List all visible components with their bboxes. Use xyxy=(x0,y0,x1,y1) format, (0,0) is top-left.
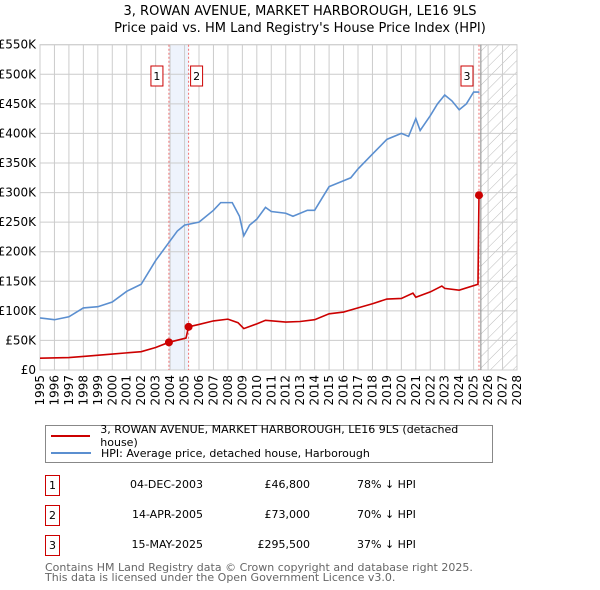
sale-point xyxy=(474,191,483,200)
transaction-row: 1 04-DEC-2003 £46,800 78% ↓ HPI xyxy=(45,475,465,496)
price: £295,500 xyxy=(257,538,311,551)
plot-area xyxy=(39,44,518,371)
legend-item-hpi: HPI: Average price, detached house, Harb… xyxy=(51,445,370,461)
x-tick-label: 2023 xyxy=(438,375,452,406)
legend-label: HPI: Average price, detached house, Harb… xyxy=(101,446,370,460)
x-tick-label: 2007 xyxy=(206,375,220,406)
x-tick-label: 2019 xyxy=(380,375,394,406)
x-tick-label: 2009 xyxy=(235,375,249,406)
hpi-diff: 70% ↓ HPI xyxy=(357,508,416,521)
x-tick-label: 2017 xyxy=(351,375,365,406)
x-tick-label: 2014 xyxy=(308,375,322,406)
date: 15-MAY-2025 xyxy=(131,538,203,551)
x-tick-label: 2025 xyxy=(467,375,481,406)
marker-badge-box xyxy=(460,65,474,87)
x-tick-label: 1998 xyxy=(76,375,90,406)
x-tick-label: 2020 xyxy=(394,375,408,406)
series-line xyxy=(39,91,480,321)
x-tick-label: 1996 xyxy=(47,375,61,406)
transaction-row: 3 15-MAY-2025 £295,500 37% ↓ HPI xyxy=(45,535,465,556)
x-tick-label: 2013 xyxy=(293,375,307,406)
footer-licence: This data is licensed under the Open Gov… xyxy=(45,571,396,584)
forecast-hatch xyxy=(480,44,517,370)
x-tick-label: 1997 xyxy=(62,375,76,406)
x-tick-label: 2003 xyxy=(149,375,163,406)
y-tick-label: £300K xyxy=(0,186,37,200)
x-tick-label: 2016 xyxy=(337,375,351,406)
y-tick-label: £200K xyxy=(0,245,37,259)
x-tick-label: 2027 xyxy=(496,375,510,406)
sale-point xyxy=(164,338,173,347)
chart-subtitle: Price paid vs. HM Land Registry's House … xyxy=(114,21,486,36)
x-tick-label: 1995 xyxy=(33,375,47,406)
series-line xyxy=(39,195,480,359)
x-tick-label: 2015 xyxy=(322,375,336,406)
x-tick-label: 2004 xyxy=(163,375,177,406)
x-tick-label: 2018 xyxy=(365,375,379,406)
x-tick-label: 2028 xyxy=(510,375,524,406)
y-tick-label: £500K xyxy=(0,67,37,81)
hpi-diff: 37% ↓ HPI xyxy=(357,538,416,551)
x-tick-label: 2008 xyxy=(221,375,235,406)
price: £46,800 xyxy=(264,478,311,491)
marker-badge-label: 1 xyxy=(153,70,160,83)
marker-badge-box xyxy=(190,65,204,87)
date: 14-APR-2005 xyxy=(131,508,203,521)
y-tick-label: £400K xyxy=(0,126,37,140)
hpi-diff: 78% ↓ HPI xyxy=(357,478,416,491)
chart-title: 3, ROWAN AVENUE, MARKET HARBOROUGH, LE16… xyxy=(123,4,477,19)
y-tick-label: £350K xyxy=(0,156,37,170)
price-chart: £0 £50K £100K £150K £200K £250K £300K £350K £400… xyxy=(0,38,524,406)
marker-badge-box xyxy=(150,65,164,87)
x-tick-label: 2021 xyxy=(409,375,423,406)
y-tick-label: £50K xyxy=(5,333,37,347)
marker-badge: 3 xyxy=(45,535,60,556)
x-tick-label: 2024 xyxy=(452,375,466,406)
marker-badge-label: 3 xyxy=(463,70,470,83)
transaction-row: 2 14-APR-2005 £73,000 70% ↓ HPI xyxy=(45,505,465,526)
sale-span-shade xyxy=(168,44,189,370)
x-tick-label: 2022 xyxy=(423,375,437,406)
y-tick-label: £0 xyxy=(21,363,36,377)
footer-copyright: Contains HM Land Registry data © Crown c… xyxy=(45,561,473,574)
x-tick-label: 2002 xyxy=(134,375,148,406)
price: £73,000 xyxy=(264,508,311,521)
y-tick-label: £450K xyxy=(0,97,37,111)
x-tick-label: 2012 xyxy=(279,375,293,406)
x-tick-label: 2010 xyxy=(250,375,264,406)
x-tick-label: 2026 xyxy=(481,375,495,406)
y-tick-label: £150K xyxy=(0,274,37,288)
date: 04-DEC-2003 xyxy=(129,478,203,491)
legend-label: 3, ROWAN AVENUE, MARKET HARBOROUGH, LE16… xyxy=(100,423,459,449)
x-tick-label: 2006 xyxy=(192,375,206,406)
x-tick-label: 2001 xyxy=(120,375,134,406)
y-tick-label: £550K xyxy=(0,38,37,52)
marker-badge: 1 xyxy=(45,475,60,496)
marker-badge: 2 xyxy=(45,505,60,526)
marker-badge-label: 2 xyxy=(193,70,200,83)
x-tick-label: 2005 xyxy=(178,375,192,406)
sale-point xyxy=(184,322,193,331)
legend-item-property: 3, ROWAN AVENUE, MARKET HARBOROUGH, LE16… xyxy=(51,423,492,449)
y-tick-label: £250K xyxy=(0,215,37,229)
x-tick-label: 2000 xyxy=(105,375,119,406)
legend: 3, ROWAN AVENUE, MARKET HARBOROUGH, LE16… xyxy=(45,423,493,463)
y-tick-label: £100K xyxy=(0,304,37,318)
x-tick-label: 1999 xyxy=(91,375,105,406)
x-tick-label: 2011 xyxy=(264,375,278,406)
